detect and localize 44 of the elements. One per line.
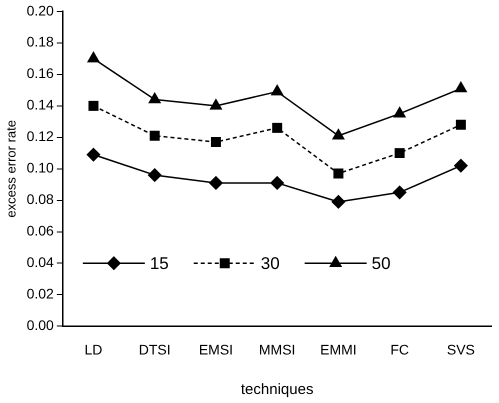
y-axis-title: excess error rate: [3, 120, 18, 218]
y-tick-label: 0.04: [26, 254, 54, 270]
y-tick-label: 0.08: [26, 191, 54, 208]
point: [148, 92, 161, 104]
point: [332, 195, 346, 209]
point: [210, 137, 221, 148]
point: [332, 128, 344, 140]
point: [454, 158, 468, 172]
legend-label: 50: [372, 254, 391, 273]
y-tick-label: 0.00: [26, 317, 54, 334]
point: [88, 100, 98, 111]
y-tick-label: 0.12: [26, 128, 54, 144]
point: [271, 84, 284, 96]
y-tick-label: 0.16: [26, 65, 54, 82]
point: [454, 82, 467, 92]
legend-label: 30: [260, 254, 280, 273]
point: [88, 52, 100, 62]
point: [272, 122, 282, 133]
y-tick-label: 0.06: [26, 222, 54, 239]
point: [209, 176, 223, 190]
x-tick-label: MMSI: [258, 341, 296, 358]
legend-label: 15: [150, 254, 169, 273]
x-tick-label: EMMI: [320, 341, 357, 358]
x-tick-label: SVS: [446, 341, 475, 358]
point: [270, 176, 284, 190]
x-axis-title: techniques: [240, 381, 314, 398]
y-tick-label: 0.20: [26, 2, 54, 18]
y-tick-label: 0.14: [26, 96, 54, 113]
x-tick-label: EMSI: [198, 341, 234, 358]
point: [86, 148, 100, 162]
y-tick-label: 0.18: [26, 34, 54, 50]
x-tick-label: DTSI: [138, 341, 171, 358]
y-tick-label: 0.02: [26, 286, 54, 302]
point: [392, 186, 406, 200]
x-tick-label: FC: [390, 341, 409, 358]
x-tick-label: LD: [84, 341, 102, 358]
y-tick-label: 0.10: [26, 160, 54, 176]
point: [148, 168, 162, 182]
point: [333, 168, 344, 179]
point: [456, 120, 466, 130]
point: [150, 130, 160, 141]
point: [210, 99, 222, 110]
point: [394, 148, 405, 158]
point: [394, 106, 406, 118]
